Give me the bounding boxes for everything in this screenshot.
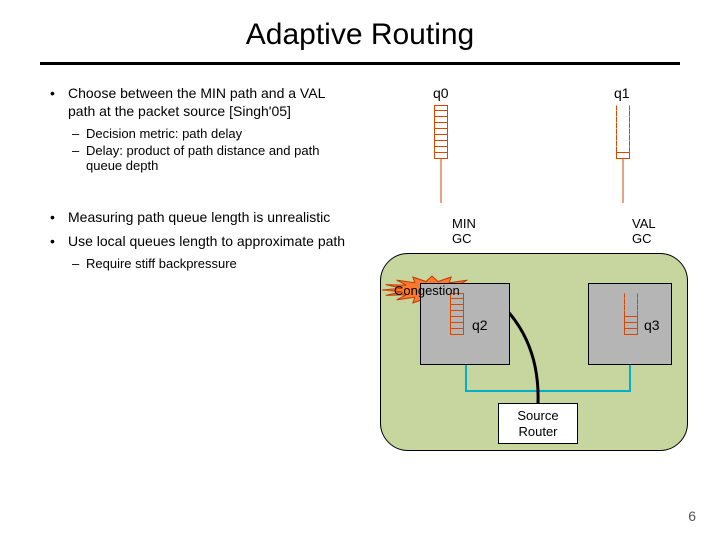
label-q2_in: q2 [472,317,488,333]
content-area: •Choose between the MIN path and a VAL p… [0,85,720,273]
dash-icon: – [72,256,86,271]
q2-queue [450,293,464,335]
dash-icon: – [72,143,86,173]
label-q0: q0 [433,85,449,101]
label-q1: q1 [614,85,630,101]
q0-queue [434,105,448,159]
title-underline [40,62,680,65]
bullet-item: •Use local queues length to approximate … [50,233,350,251]
dash-icon: – [72,126,86,141]
sub-bullet-item: –Decision metric: path delay [72,126,350,141]
network-link [538,365,630,403]
page-number: 6 [688,508,696,524]
bullet-dot-icon: • [50,85,68,120]
sub-bullet-text: Require stiff backpressure [86,256,237,271]
q3-queue [624,293,638,335]
slide-title: Adaptive Routing [0,0,720,62]
label-val_gc: VALGC [632,217,656,247]
text-column: •Choose between the MIN path and a VAL p… [20,85,350,273]
bullet-dot-icon: • [50,209,68,227]
sub-bullet-item: –Require stiff backpressure [72,256,350,271]
bullet-text: Measuring path queue length is unrealist… [68,209,330,227]
network-link [466,365,538,403]
label-q3_in: q3 [644,317,660,333]
label-congestion: Congestion [394,283,460,298]
bullet-item: •Choose between the MIN path and a VAL p… [50,85,350,120]
label-min_gc: MINGC [452,217,476,247]
sub-bullet-text: Delay: product of path distance and path… [86,143,350,173]
bullet-text: Use local queues length to approximate p… [68,233,345,251]
bullet-text: Choose between the MIN path and a VAL pa… [68,85,350,120]
sub-bullet-item: –Delay: product of path distance and pat… [72,143,350,173]
bullet-dot-icon: • [50,233,68,251]
q1-queue [616,105,630,159]
diagram: SourceRouter q0 q1 MINGC VALGC q2 q3 Congestion [370,85,700,485]
sub-bullet-text: Decision metric: path delay [86,126,242,141]
bullet-item: •Measuring path queue length is unrealis… [50,209,350,227]
source-router-box: SourceRouter [498,403,578,444]
